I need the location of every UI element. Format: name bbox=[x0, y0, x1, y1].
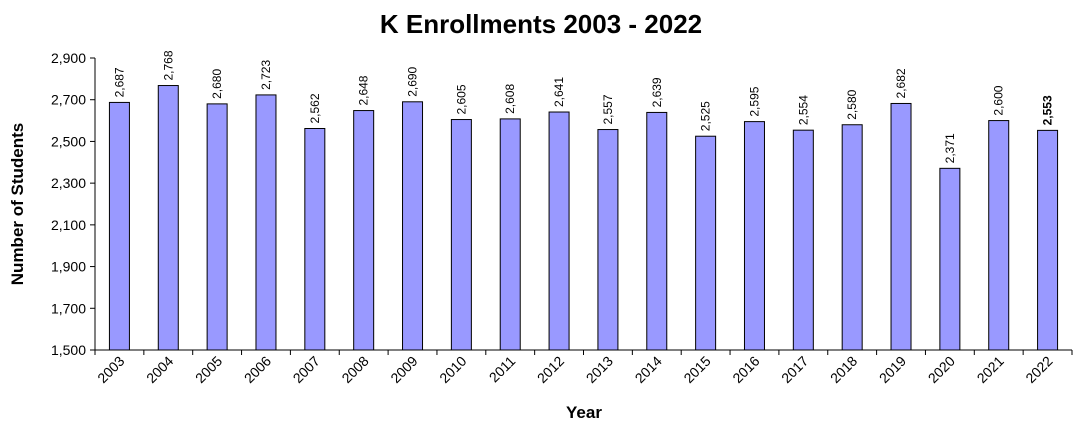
x-tick-label: 2005 bbox=[192, 353, 225, 386]
bar bbox=[841, 124, 863, 351]
data-label: 2,525 bbox=[699, 101, 713, 131]
x-tick-label: 2022 bbox=[1022, 353, 1055, 386]
x-axis-title: Year bbox=[566, 403, 602, 422]
bar bbox=[695, 135, 717, 351]
x-tick-label: 2016 bbox=[729, 353, 762, 386]
data-label: 2,553 bbox=[1041, 95, 1055, 125]
bar bbox=[646, 111, 668, 351]
data-label: 2,690 bbox=[406, 66, 420, 96]
x-tick-label: 2011 bbox=[486, 353, 519, 386]
data-label: 2,595 bbox=[747, 86, 761, 116]
bar bbox=[548, 111, 570, 351]
bar bbox=[402, 101, 424, 351]
y-tick-label: 2,700 bbox=[51, 92, 86, 108]
y-tick-label: 1,900 bbox=[51, 259, 86, 275]
bar bbox=[597, 129, 619, 351]
x-tick-label: 2021 bbox=[974, 353, 1007, 386]
x-tick-label: 2014 bbox=[632, 353, 665, 386]
x-tick-label: 2012 bbox=[534, 353, 567, 386]
y-tick-label: 2,100 bbox=[51, 217, 86, 233]
data-label: 2,687 bbox=[112, 67, 126, 97]
bar bbox=[353, 110, 375, 351]
bar bbox=[1037, 129, 1059, 351]
x-tick-label: 2010 bbox=[436, 353, 469, 386]
x-tick-label: 2019 bbox=[876, 353, 909, 386]
chart-title: K Enrollments 2003 - 2022 bbox=[380, 9, 702, 39]
y-tick-label: 1,700 bbox=[51, 300, 86, 316]
data-label: 2,580 bbox=[845, 89, 859, 119]
y-axis-title: Number of Students bbox=[8, 123, 27, 285]
x-tick-label: 2013 bbox=[583, 353, 616, 386]
data-label: 2,562 bbox=[308, 93, 322, 123]
data-label: 2,682 bbox=[894, 68, 908, 98]
data-label: 2,371 bbox=[943, 133, 957, 163]
data-label: 2,648 bbox=[357, 75, 371, 105]
data-label: 2,605 bbox=[454, 84, 468, 114]
bar bbox=[988, 120, 1010, 351]
x-tick-label: 2004 bbox=[143, 353, 176, 386]
x-tick-label: 2017 bbox=[778, 353, 811, 386]
plot-area: 1,500 1,700 1,900 2,100 2,300 2,500 2,700 2,900… bbox=[51, 50, 1073, 386]
data-label: 2,723 bbox=[259, 60, 273, 90]
bar bbox=[499, 118, 521, 351]
bar bbox=[157, 85, 179, 351]
y-tick-label: 2,900 bbox=[51, 50, 86, 66]
data-label: 2,641 bbox=[552, 77, 566, 107]
x-tick-label: 2007 bbox=[290, 353, 323, 386]
data-label: 2,608 bbox=[503, 84, 517, 114]
bar bbox=[304, 127, 326, 351]
data-label: 2,680 bbox=[210, 69, 224, 99]
x-tick-label: 2003 bbox=[94, 353, 127, 386]
y-tick-label: 2,300 bbox=[51, 175, 86, 191]
bar bbox=[890, 102, 912, 351]
bar bbox=[450, 119, 472, 351]
bar bbox=[108, 101, 130, 351]
x-tick-label: 2018 bbox=[827, 353, 860, 386]
y-tick-label: 1,500 bbox=[51, 342, 86, 358]
data-label: 2,768 bbox=[161, 50, 175, 80]
y-tick-label: 2,500 bbox=[51, 133, 86, 149]
data-label: 2,600 bbox=[992, 85, 1006, 115]
x-tick-label: 2020 bbox=[925, 353, 958, 386]
data-label: 2,639 bbox=[650, 77, 664, 107]
bar bbox=[939, 167, 961, 351]
x-tick-label: 2008 bbox=[338, 353, 371, 386]
bar bbox=[743, 121, 765, 351]
data-label: 2,557 bbox=[601, 94, 615, 124]
bar bbox=[792, 129, 814, 351]
x-tick-label: 2006 bbox=[241, 353, 274, 386]
x-tick-label: 2015 bbox=[680, 353, 713, 386]
bar bbox=[255, 94, 277, 351]
x-tick-label: 2009 bbox=[387, 353, 420, 386]
data-label: 2,554 bbox=[796, 95, 810, 125]
bar bbox=[206, 103, 228, 351]
